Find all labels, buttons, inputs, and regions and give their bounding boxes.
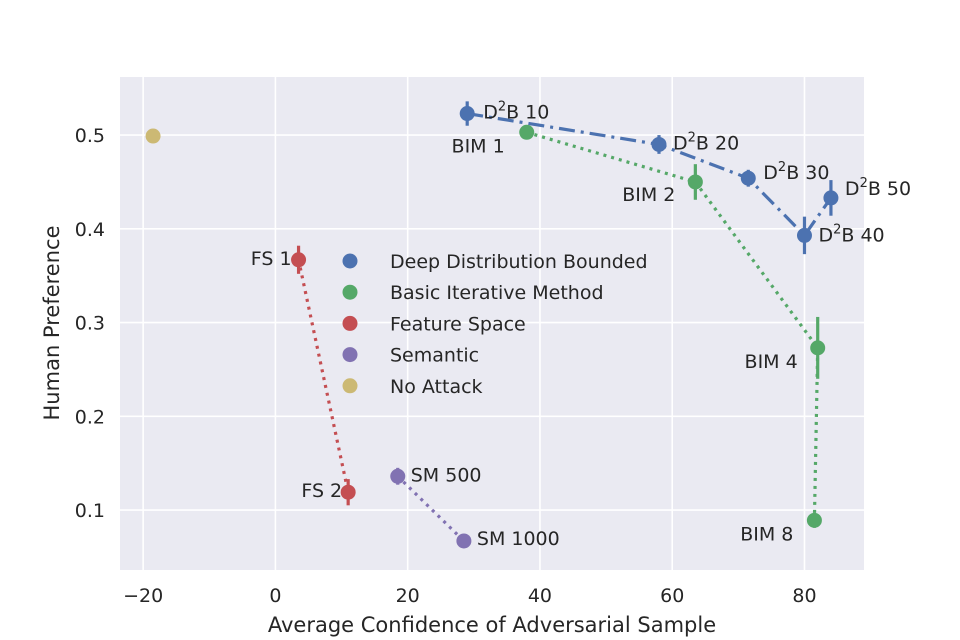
data-label: BIM 1 bbox=[452, 135, 505, 157]
data-label: D2B 10 bbox=[483, 100, 549, 124]
data-point bbox=[687, 174, 703, 190]
x-tick-label: 80 bbox=[792, 585, 816, 607]
data-point bbox=[519, 124, 535, 140]
x-tick-label: 0 bbox=[269, 585, 281, 607]
y-tick-label: 0.2 bbox=[75, 406, 105, 428]
data-label: D2B 30 bbox=[763, 160, 829, 184]
data-label: SM 1000 bbox=[477, 528, 560, 550]
x-tick-label: 60 bbox=[660, 585, 684, 607]
data-label-prefix: D bbox=[818, 224, 833, 246]
legend-marker bbox=[342, 253, 358, 269]
legend-label: Deep Distribution Bounded bbox=[390, 251, 648, 273]
legend-marker bbox=[342, 378, 358, 394]
legend-marker bbox=[342, 347, 358, 363]
data-label-superscript: 2 bbox=[778, 160, 786, 175]
data-label: D2B 40 bbox=[818, 222, 884, 246]
y-tick-label: 0.5 bbox=[75, 125, 105, 147]
data-point bbox=[740, 170, 756, 186]
data-label-superscript: 2 bbox=[688, 130, 696, 145]
x-tick-label: 40 bbox=[528, 585, 552, 607]
data-point bbox=[651, 136, 667, 152]
data-label: FS 2 bbox=[301, 480, 342, 502]
data-label: FS 1 bbox=[251, 248, 292, 270]
data-point bbox=[806, 512, 822, 528]
data-point bbox=[459, 106, 475, 122]
x-tick-labels: −20 0 20 40 60 80 bbox=[123, 585, 816, 607]
data-label: D2B 50 bbox=[845, 176, 911, 200]
legend: Deep Distribution Bounded Basic Iterative… bbox=[342, 251, 648, 398]
x-axis-label: Average Confidence of Adversarial Sample bbox=[268, 613, 716, 637]
legend-marker bbox=[342, 284, 358, 300]
data-label-suffix: B 50 bbox=[868, 178, 911, 200]
data-label: BIM 2 bbox=[622, 184, 675, 206]
data-label-suffix: B 30 bbox=[786, 162, 829, 184]
grid bbox=[120, 77, 864, 570]
y-tick-labels: 0.1 0.2 0.3 0.4 0.5 bbox=[75, 125, 105, 522]
y-tick-label: 0.4 bbox=[75, 219, 105, 241]
data-point bbox=[796, 227, 812, 243]
data-label: BIM 8 bbox=[740, 523, 793, 545]
data-label-prefix: D bbox=[483, 102, 498, 124]
data-label-superscript: 2 bbox=[833, 222, 841, 237]
data-label: SM 500 bbox=[411, 464, 482, 486]
data-label-suffix: B 40 bbox=[841, 224, 884, 246]
x-tick-label: 20 bbox=[396, 585, 420, 607]
legend-label: Semantic bbox=[390, 345, 479, 367]
y-axis-label: Human Preference bbox=[40, 226, 64, 421]
data-label-prefix: D bbox=[763, 162, 778, 184]
data-label: BIM 4 bbox=[745, 351, 798, 373]
data-label-prefix: D bbox=[673, 132, 688, 154]
plot-area bbox=[120, 77, 864, 570]
legend-label: Feature Space bbox=[390, 313, 526, 335]
y-tick-label: 0.3 bbox=[75, 313, 105, 335]
data-label-suffix: B 20 bbox=[696, 132, 739, 154]
data-label-superscript: 2 bbox=[860, 176, 868, 191]
x-tick-label: −20 bbox=[123, 585, 163, 607]
data-point bbox=[340, 484, 356, 500]
data-point bbox=[823, 190, 839, 206]
data-point bbox=[810, 340, 826, 356]
data-label-prefix: D bbox=[845, 178, 860, 200]
data-point bbox=[390, 468, 406, 484]
data-point bbox=[456, 533, 472, 549]
data-point bbox=[145, 128, 161, 144]
data-points bbox=[145, 106, 839, 549]
data-label: D2B 20 bbox=[673, 130, 739, 154]
legend-marker bbox=[342, 315, 358, 331]
data-label-suffix: B 10 bbox=[506, 102, 549, 124]
data-label-superscript: 2 bbox=[498, 100, 506, 115]
data-point bbox=[291, 252, 307, 268]
legend-label: No Attack bbox=[390, 376, 483, 398]
legend-label: Basic Iterative Method bbox=[390, 282, 604, 304]
y-tick-label: 0.1 bbox=[75, 500, 105, 522]
